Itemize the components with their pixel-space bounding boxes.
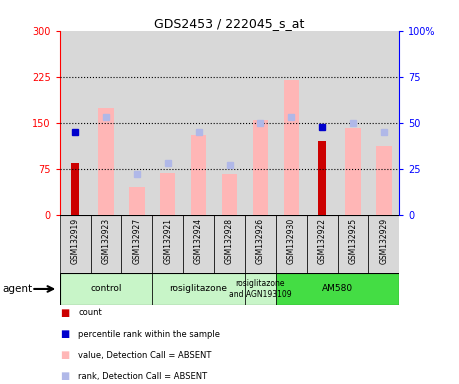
- Text: ■: ■: [60, 308, 69, 318]
- Bar: [183, 31, 214, 215]
- Bar: [90, 31, 122, 215]
- Bar: [307, 31, 337, 215]
- Text: GSM132926: GSM132926: [256, 218, 265, 264]
- Bar: [337, 215, 369, 273]
- Bar: [276, 273, 399, 305]
- Bar: [60, 273, 152, 305]
- Bar: [307, 215, 337, 273]
- Bar: [369, 215, 399, 273]
- Text: AM580: AM580: [322, 285, 353, 293]
- Bar: [376, 146, 392, 215]
- Bar: [122, 215, 152, 273]
- Text: ■: ■: [60, 350, 69, 360]
- Text: count: count: [78, 308, 102, 318]
- Bar: [337, 31, 369, 215]
- Bar: [191, 135, 207, 215]
- Bar: [71, 163, 79, 215]
- Bar: [98, 108, 114, 215]
- Bar: [284, 80, 299, 215]
- Text: agent: agent: [2, 284, 33, 294]
- Text: GSM132925: GSM132925: [348, 218, 358, 264]
- Bar: [245, 215, 276, 273]
- Bar: [160, 173, 175, 215]
- Text: value, Detection Call = ABSENT: value, Detection Call = ABSENT: [78, 351, 212, 360]
- Bar: [90, 215, 122, 273]
- Bar: [60, 215, 90, 273]
- Text: ■: ■: [60, 329, 69, 339]
- Bar: [122, 31, 152, 215]
- Text: GSM132929: GSM132929: [380, 218, 388, 264]
- Bar: [152, 31, 183, 215]
- Bar: [276, 215, 307, 273]
- Text: GSM132924: GSM132924: [194, 218, 203, 264]
- Bar: [245, 273, 276, 305]
- Bar: [152, 215, 183, 273]
- Bar: [318, 141, 326, 215]
- Title: GDS2453 / 222045_s_at: GDS2453 / 222045_s_at: [154, 17, 305, 30]
- Text: rank, Detection Call = ABSENT: rank, Detection Call = ABSENT: [78, 372, 207, 381]
- Bar: [276, 31, 307, 215]
- Bar: [214, 215, 245, 273]
- Bar: [183, 215, 214, 273]
- Bar: [252, 120, 268, 215]
- Text: GSM132919: GSM132919: [71, 218, 79, 264]
- Text: GSM132921: GSM132921: [163, 218, 172, 264]
- Text: control: control: [90, 285, 122, 293]
- Bar: [222, 174, 237, 215]
- Text: rosiglitazone
and AGN193109: rosiglitazone and AGN193109: [229, 279, 291, 299]
- Bar: [369, 31, 399, 215]
- Bar: [129, 187, 145, 215]
- Bar: [245, 31, 276, 215]
- Text: GSM132927: GSM132927: [132, 218, 141, 264]
- Text: ■: ■: [60, 371, 69, 381]
- Bar: [345, 128, 361, 215]
- Text: GSM132928: GSM132928: [225, 218, 234, 264]
- Text: GSM132923: GSM132923: [101, 218, 111, 264]
- Bar: [214, 31, 245, 215]
- Bar: [152, 273, 245, 305]
- Text: percentile rank within the sample: percentile rank within the sample: [78, 329, 220, 339]
- Bar: [60, 31, 90, 215]
- Text: GSM132922: GSM132922: [318, 218, 327, 264]
- Text: rosiglitazone: rosiglitazone: [170, 285, 228, 293]
- Text: GSM132930: GSM132930: [287, 218, 296, 264]
